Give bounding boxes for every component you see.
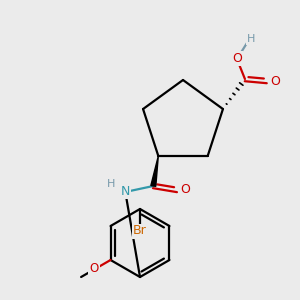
Text: N: N <box>121 185 130 199</box>
Text: H: H <box>247 34 255 44</box>
Text: H: H <box>107 179 116 189</box>
Text: O: O <box>180 184 190 196</box>
Polygon shape <box>151 156 158 186</box>
Text: O: O <box>89 262 99 275</box>
Text: Br: Br <box>133 224 147 238</box>
Text: O: O <box>270 74 280 88</box>
Text: O: O <box>232 52 242 64</box>
